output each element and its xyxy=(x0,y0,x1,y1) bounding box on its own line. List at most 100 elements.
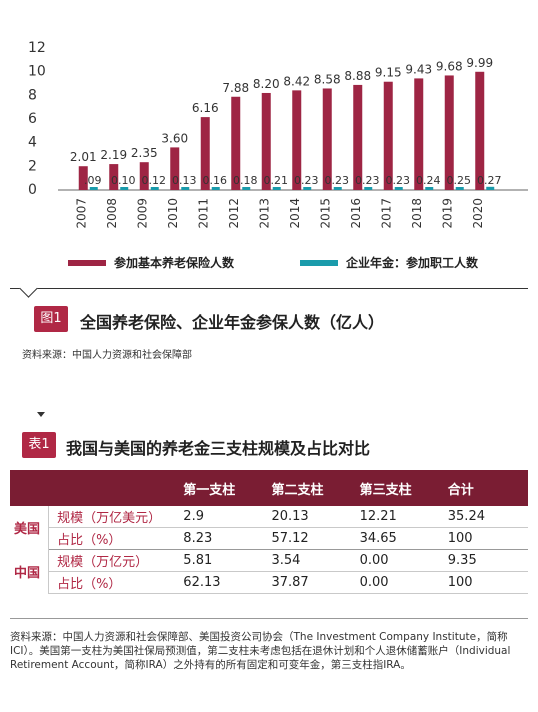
table-header-total: 合计 xyxy=(439,470,528,506)
figure-source: 资料来源：中国人力资源和社会保障部 xyxy=(22,350,192,361)
bar-series1 xyxy=(78,166,88,190)
data-label-series1: 7.88 xyxy=(222,81,249,95)
data-label-series1: 2.19 xyxy=(100,148,127,162)
bar-series1 xyxy=(444,75,454,190)
y-tick-label: 12 xyxy=(28,40,46,56)
bar-series1 xyxy=(109,164,119,190)
bar-series1 xyxy=(292,90,302,190)
table-header-pillar2: 第二支柱 xyxy=(263,470,352,506)
bar-series2 xyxy=(181,187,190,190)
x-tick-label: 2010 xyxy=(166,198,180,229)
table-source-note: 资料来源：中国人力资源和社会保障部、美国投资公司协会（The Investmen… xyxy=(10,631,511,671)
table-cell: 100 xyxy=(439,571,528,594)
table-row: 占比（%） 62.13 37.87 0.00 100 xyxy=(10,571,528,594)
bar-chart: 0 2 4 6 8 10 12 2.01 .09 2007 2.19 0.10 2008 2.35 0.12… xyxy=(28,40,528,229)
table-cell: 8.23 xyxy=(175,527,264,550)
bar-series2 xyxy=(120,187,129,190)
bar-series2 xyxy=(211,187,220,190)
bar-series1 xyxy=(353,84,363,190)
table-metric: 规模（万亿美元） xyxy=(48,506,176,528)
data-label-series1: 6.16 xyxy=(192,101,219,115)
table-cell: 34.65 xyxy=(351,527,440,550)
bar-series2 xyxy=(150,187,159,190)
x-tick-label: 2020 xyxy=(471,198,485,229)
y-tick-label: 0 xyxy=(28,182,37,198)
legend-label-series1: 参加基本养老保险人数 xyxy=(114,256,235,270)
data-label-series2: .09 xyxy=(84,174,102,187)
data-label-series2: 0.23 xyxy=(386,174,411,187)
caption-notch xyxy=(19,279,38,298)
table-cell: 37.87 xyxy=(263,571,352,594)
table-cell: 0.00 xyxy=(351,571,440,594)
data-label-series2: 0.27 xyxy=(477,174,502,187)
y-tick-label: 6 xyxy=(28,111,37,127)
bar-series2 xyxy=(333,187,342,190)
x-tick-label: 2012 xyxy=(227,198,241,229)
data-label-series2: 0.10 xyxy=(111,174,136,187)
bar-series1 xyxy=(261,92,271,190)
table-cell: 12.21 xyxy=(351,506,440,528)
data-label-series1: 8.20 xyxy=(253,77,280,91)
bar-series1 xyxy=(475,71,485,190)
x-tick-label: 2007 xyxy=(74,198,88,229)
table-metric: 规模（万亿元） xyxy=(48,549,176,572)
data-label-series1: 8.88 xyxy=(344,69,371,83)
x-tick-label: 2009 xyxy=(135,198,149,229)
legend-item-series2: 企业年金：参加职工人数 xyxy=(300,254,478,271)
bar-series1 xyxy=(322,88,332,190)
table-cell: 9.35 xyxy=(439,549,528,572)
table-metric: 占比（%） xyxy=(48,571,176,594)
bar-series1 xyxy=(200,117,210,190)
data-label-series2: 0.23 xyxy=(355,174,380,187)
table-header-row: 第一支柱 第二支柱 第三支柱 合计 xyxy=(10,470,528,506)
bar-series2 xyxy=(394,187,403,190)
x-tick-label: 2019 xyxy=(440,198,454,229)
arrow-down-icon xyxy=(37,412,45,417)
data-label-series1: 2.01 xyxy=(70,150,97,164)
table-header-blank xyxy=(10,470,176,506)
table-header-pillar3: 第三支柱 xyxy=(351,470,440,506)
y-tick-label: 2 xyxy=(28,158,37,174)
x-tick-label: 2015 xyxy=(318,198,332,229)
pension-table: 第一支柱 第二支柱 第三支柱 合计 美国 规模（万亿美元） 2.9 20.13 … xyxy=(10,470,528,594)
data-label-series1: 9.68 xyxy=(436,59,463,73)
data-label-series2: 0.25 xyxy=(447,174,472,187)
table-cell: 0.00 xyxy=(351,549,440,572)
bar-series2 xyxy=(89,187,98,190)
data-label-series2: 0.13 xyxy=(172,174,197,187)
bar-series2 xyxy=(486,186,495,190)
figure-badge: 图1 xyxy=(34,306,68,332)
table-country-cn: 中国 xyxy=(10,549,50,594)
data-label-series2: 0.24 xyxy=(416,174,441,187)
table-bottom-rule xyxy=(10,618,528,619)
bar-series2 xyxy=(242,187,251,190)
x-tick-label: 2016 xyxy=(349,198,363,229)
table-row: 占比（%） 8.23 57.12 34.65 100 xyxy=(10,527,528,550)
bar-series2 xyxy=(364,187,373,190)
data-label-series2: 0.21 xyxy=(264,174,289,187)
data-label-series2: 0.16 xyxy=(203,174,228,187)
table-cell: 5.81 xyxy=(175,549,264,572)
table-cell: 62.13 xyxy=(175,571,264,594)
data-label-series2: 0.23 xyxy=(294,174,319,187)
data-label-series2: 0.23 xyxy=(325,174,350,187)
table-row: 美国 规模（万亿美元） 2.9 20.13 12.21 35.24 xyxy=(10,506,528,550)
legend-label-series2: 企业年金：参加职工人数 xyxy=(346,256,479,270)
bar-series1 xyxy=(231,96,241,190)
bar-series1 xyxy=(414,78,424,190)
data-label-series2: 0.12 xyxy=(142,174,167,187)
bar-series2 xyxy=(455,187,464,190)
x-tick-label: 2011 xyxy=(196,198,210,229)
data-label-series1: 8.42 xyxy=(283,74,310,88)
x-tick-label: 2018 xyxy=(410,198,424,229)
table-cell: 57.12 xyxy=(263,527,352,550)
table-cell: 3.54 xyxy=(263,549,352,572)
table-cell: 2.9 xyxy=(175,506,264,528)
table-badge: 表1 xyxy=(22,432,56,458)
y-tick-label: 4 xyxy=(28,135,37,151)
bar-series1 xyxy=(170,147,180,190)
y-tick-label: 10 xyxy=(28,64,46,80)
legend-swatch-series2 xyxy=(300,259,338,266)
data-label-series1: 9.99 xyxy=(466,56,493,70)
data-label-series1: 9.43 xyxy=(405,62,432,76)
